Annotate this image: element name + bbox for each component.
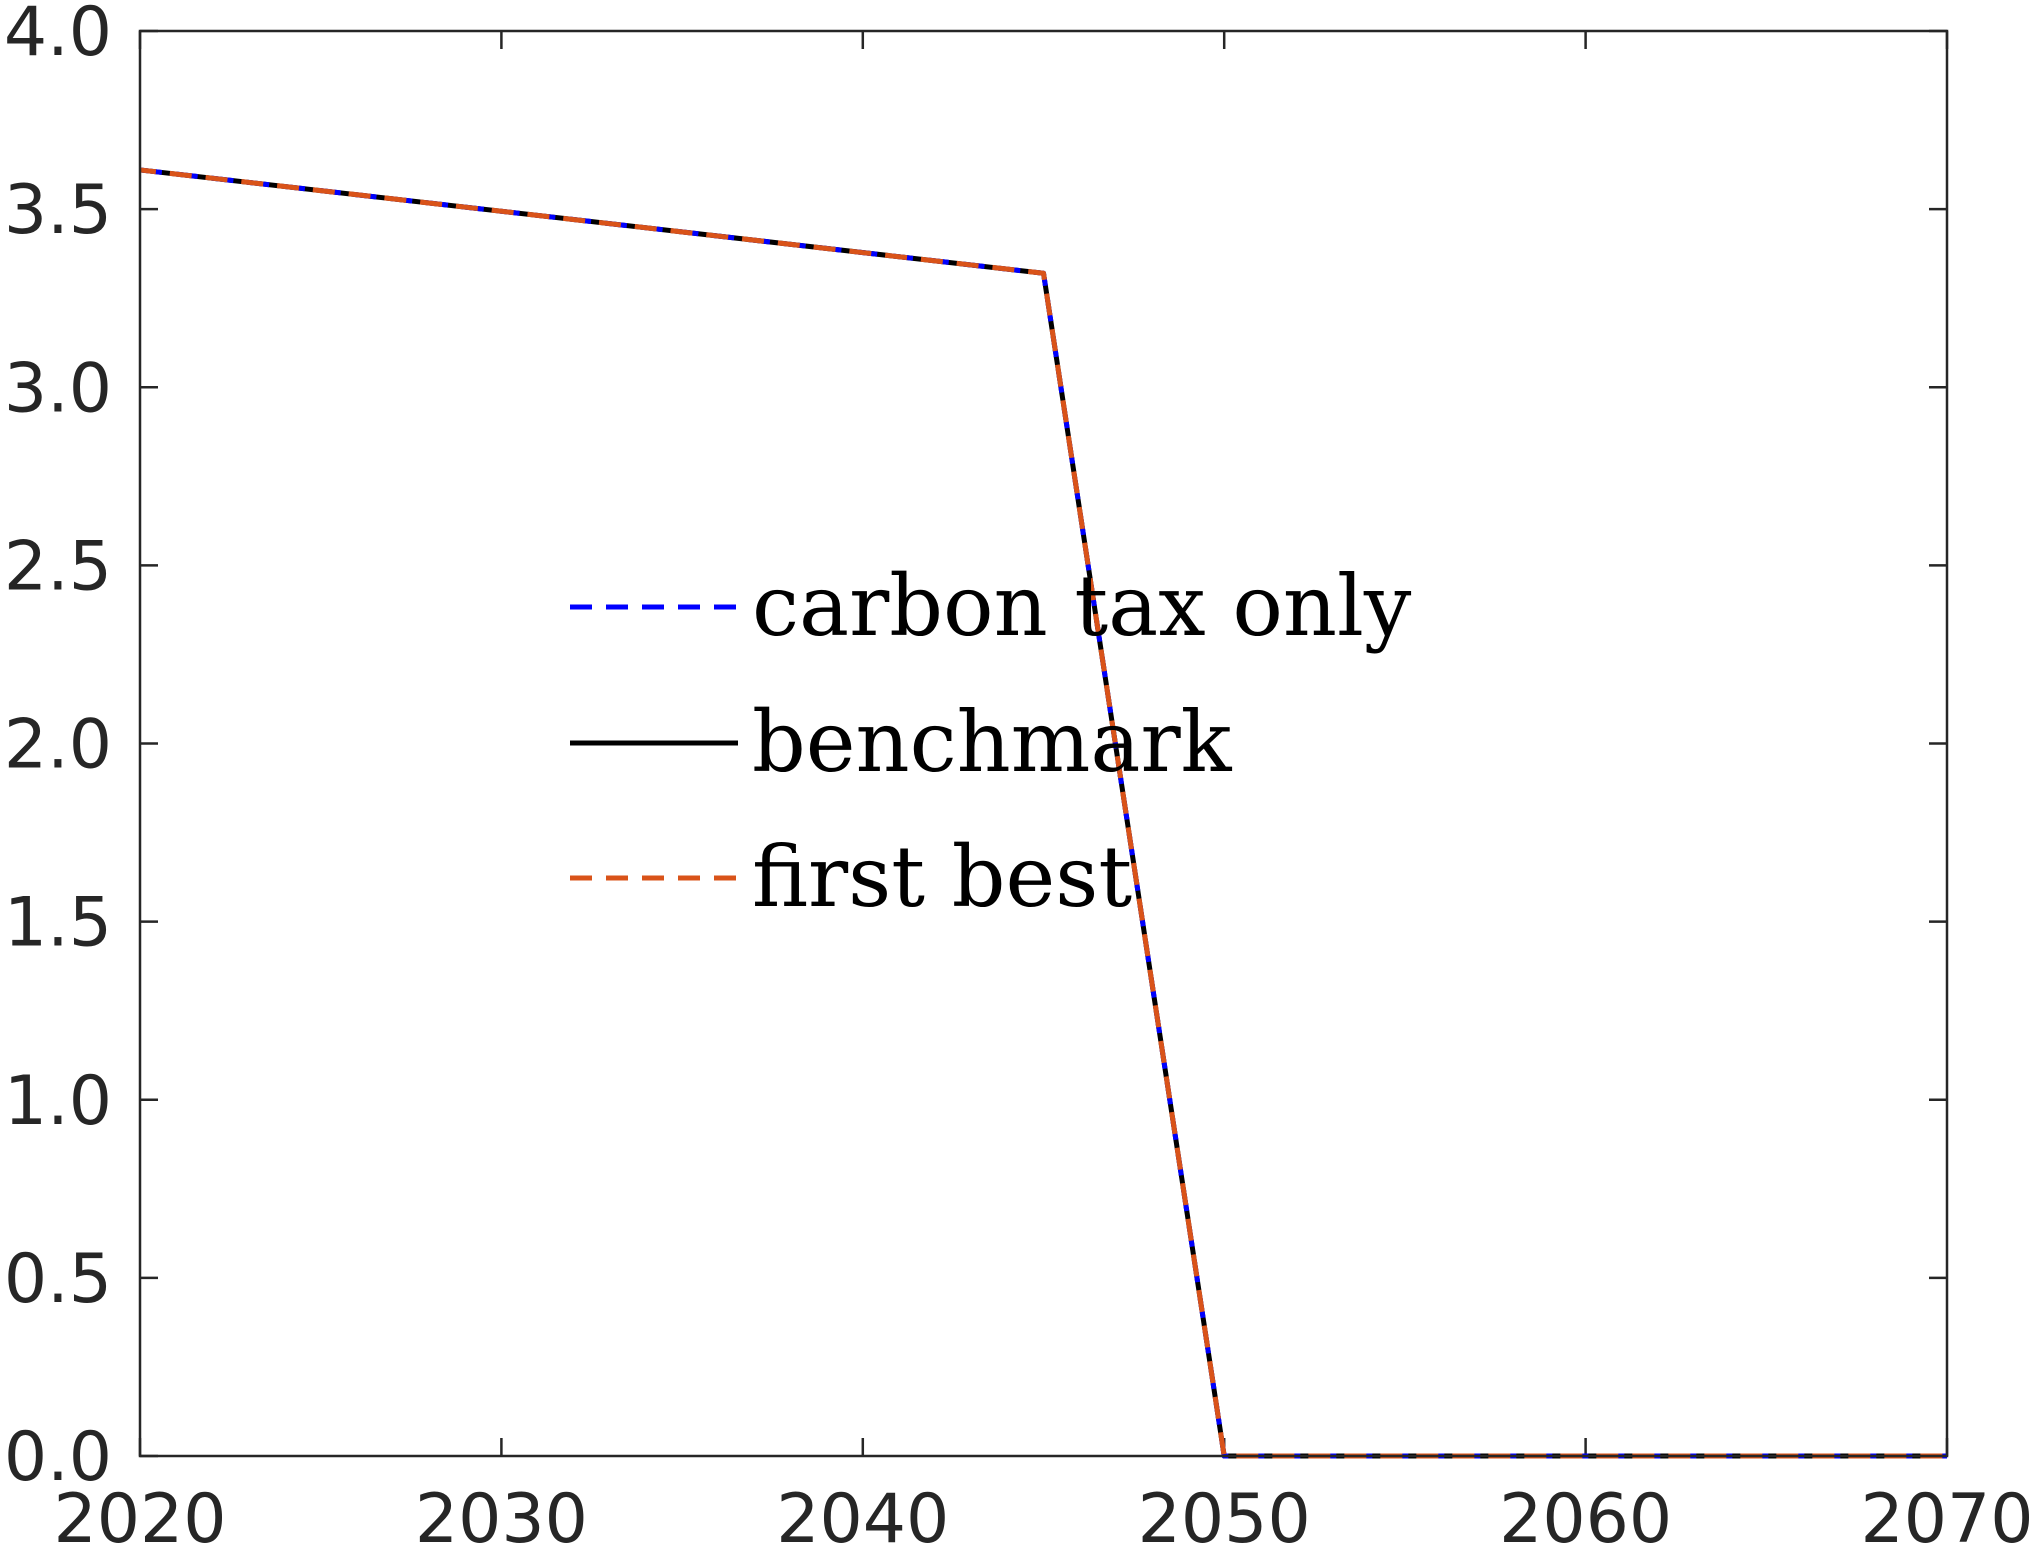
y-tick-label: 0.5 bbox=[4, 1240, 112, 1319]
legend-label: carbon tax only bbox=[752, 557, 1412, 655]
series-line-carbon-tax-only bbox=[139, 167, 1947, 1459]
x-tick-label: 2070 bbox=[1860, 1480, 2033, 1554]
x-tick-label: 2040 bbox=[776, 1480, 949, 1554]
y-axis-tick-labels: 0.0 0.5 1.0 1.5 2.0 2.5 3.0 3.5 4.0 bbox=[4, 0, 112, 1497]
y-tick-label: 4.0 bbox=[4, 0, 112, 72]
series-layer bbox=[139, 167, 1947, 1459]
series-line-first-best bbox=[139, 167, 1947, 1459]
y-tick-label: 3.0 bbox=[4, 349, 112, 428]
legend-label: benchmark bbox=[752, 693, 1233, 791]
x-axis-tick-labels: 2020 2030 2040 2050 2060 2070 bbox=[53, 1480, 2033, 1554]
series-line-benchmark bbox=[139, 167, 1947, 1459]
y-tick-label: 2.5 bbox=[4, 527, 112, 606]
y-tick-label: 1.0 bbox=[4, 1062, 112, 1141]
y-tick-label: 2.0 bbox=[4, 706, 112, 785]
x-tick-label: 2020 bbox=[53, 1480, 226, 1554]
legend: carbon tax only benchmark first best bbox=[570, 557, 1412, 926]
x-tick-label: 2050 bbox=[1138, 1480, 1311, 1554]
legend-label: first best bbox=[752, 828, 1132, 926]
x-tick-label: 2060 bbox=[1499, 1480, 1672, 1554]
x-tick-label: 2030 bbox=[415, 1480, 588, 1554]
y-tick-label: 0.0 bbox=[4, 1418, 112, 1497]
plot-area-frame bbox=[138, 29, 1949, 1458]
y-tick-label: 1.5 bbox=[4, 884, 112, 963]
y-tick-label: 3.5 bbox=[4, 171, 112, 250]
